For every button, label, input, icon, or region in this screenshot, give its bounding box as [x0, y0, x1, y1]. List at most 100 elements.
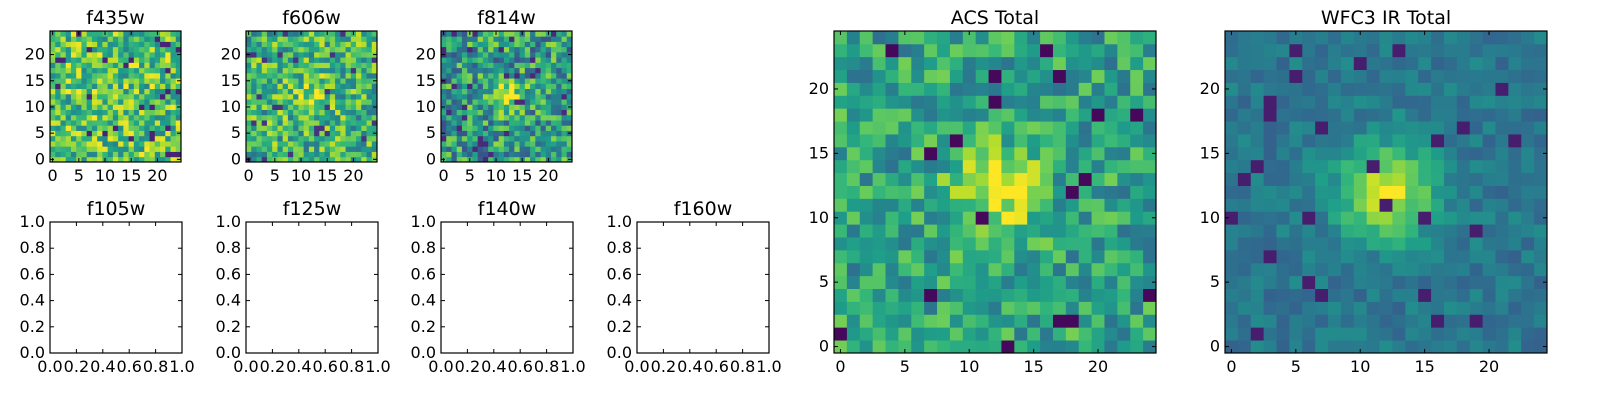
heatmap-cell: [503, 46, 510, 53]
heatmap-cell: [834, 301, 848, 315]
heatmap-cell: [65, 78, 72, 84]
heatmap-cell: [293, 135, 299, 142]
heatmap-cell: [1418, 146, 1432, 161]
heatmap-cell: [498, 109, 505, 116]
heatmap-cell: [1237, 211, 1252, 225]
heatmap-cell: [97, 67, 103, 74]
heatmap-cell: [1130, 56, 1144, 71]
heatmap-cell: [308, 31, 315, 37]
heatmap-cell: [112, 78, 119, 84]
heatmap-cell: [1328, 198, 1342, 212]
heatmap-cell: [266, 135, 273, 142]
heatmap-cell: [319, 67, 325, 74]
heatmap-cell: [60, 41, 67, 48]
heatmap-cell: [1521, 159, 1535, 174]
heatmap-cell: [482, 135, 489, 142]
heatmap-cell: [834, 275, 848, 289]
heatmap-cell: [128, 36, 135, 42]
heatmap-cell: [503, 51, 510, 58]
heatmap-cell: [303, 104, 310, 110]
heatmap-cell: [519, 120, 526, 126]
heatmap-cell: [303, 156, 310, 163]
heatmap-cell: [1225, 314, 1239, 328]
heatmap-cell: [975, 185, 989, 199]
heatmap-cell: [509, 93, 515, 100]
heatmap-cell: [345, 31, 352, 37]
heatmap-cell: [1117, 56, 1131, 71]
heatmap-cell: [1456, 31, 1471, 45]
heatmap-cell: [898, 31, 912, 45]
heatmap-cell: [1521, 134, 1535, 148]
heatmap-cell: [70, 41, 77, 48]
heatmap-cell: [1143, 108, 1157, 122]
heatmap-cell: [65, 99, 72, 105]
heatmap-cell: [175, 83, 182, 90]
heatmap-cell: [329, 156, 336, 163]
heatmap-cell: [1328, 172, 1342, 186]
heatmap-cell: [70, 114, 77, 121]
heatmap-cell: [551, 135, 557, 142]
heatmap-cell: [461, 135, 468, 142]
heatmap-cell: [335, 104, 341, 110]
heatmap-cell: [477, 72, 484, 79]
heatmap-cell: [1392, 249, 1406, 264]
heatmap-cell: [251, 36, 257, 42]
heatmap-cell: [949, 82, 964, 96]
heatmap-cell: [128, 114, 135, 121]
heatmap-cell: [1014, 108, 1028, 122]
heatmap-cell: [123, 51, 129, 58]
heatmap-cell: [503, 135, 510, 142]
heatmap-cell: [1001, 198, 1015, 212]
heatmap-cell: [949, 95, 964, 109]
heatmap-cell: [277, 57, 284, 63]
heatmap-cell: [340, 41, 346, 48]
heatmap-cell: [566, 46, 573, 53]
heatmap-cell: [128, 135, 135, 142]
heatmap-cell: [287, 104, 294, 110]
heatmap-cell: [308, 36, 315, 42]
heatmap-cell: [165, 36, 171, 42]
heatmap-cell: [256, 151, 263, 158]
heatmap-cell: [988, 314, 1002, 328]
heatmap-cell: [1353, 95, 1368, 109]
heatmap-cell: [519, 78, 526, 84]
heatmap-cell: [97, 78, 103, 84]
heatmap-cell: [846, 146, 861, 161]
heatmap-cell: [1443, 134, 1458, 148]
heatmap-cell: [451, 78, 458, 84]
heatmap-cell: [91, 114, 98, 121]
heatmap-cell: [1431, 172, 1445, 186]
heatmap-cell: [988, 288, 1002, 302]
heatmap-cell: [1456, 43, 1471, 58]
heatmap-cell: [282, 141, 289, 147]
heatmap-cell: [175, 114, 182, 121]
heatmap-cell: [493, 130, 500, 137]
heatmap-cell: [514, 36, 520, 42]
heatmap-cell: [261, 109, 268, 116]
heatmap-cell: [1052, 146, 1067, 161]
heatmap-cell: [472, 51, 479, 58]
heatmap-cell: [154, 151, 161, 158]
heatmap-cell: [277, 78, 284, 84]
heatmap-cell: [261, 156, 268, 163]
heatmap-cell: [1482, 69, 1496, 83]
heatmap-cell: [446, 88, 452, 95]
heatmap-cell: [303, 135, 310, 142]
heatmap-cell: [361, 104, 367, 110]
heatmap-cell: [937, 262, 951, 277]
heatmap-cell: [872, 146, 886, 161]
heatmap-cell: [1469, 82, 1483, 96]
heatmap-cell: [1143, 301, 1157, 315]
heatmap-cell: [65, 125, 72, 131]
y-tick-label: 0.8: [20, 238, 45, 257]
heatmap-cell: [287, 72, 294, 79]
heatmap-cell: [287, 130, 294, 137]
heatmap-cell: [441, 120, 447, 126]
heatmap-cell: [1482, 314, 1496, 328]
heatmap-cell: [314, 36, 320, 42]
heatmap-cell: [277, 83, 284, 90]
heatmap-cell: [530, 67, 536, 74]
heatmap-cell: [509, 109, 515, 116]
heatmap-cell: [482, 130, 489, 137]
heatmap-cell: [509, 67, 515, 74]
